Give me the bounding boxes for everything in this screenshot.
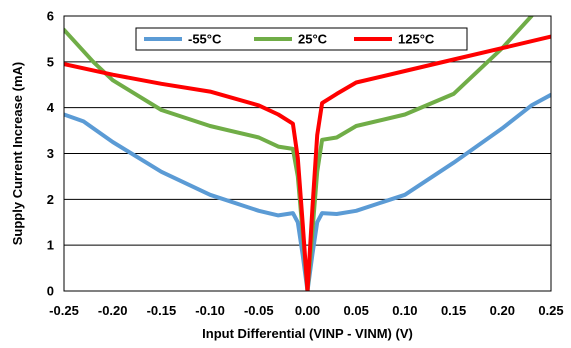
legend-label: 125°C (398, 32, 435, 47)
legend: -55°C 25°C 125°C (135, 27, 468, 51)
x-tick-label: -0.10 (195, 303, 225, 318)
y-axis-title: Supply Current Increase (mA) (10, 62, 25, 246)
legend-items: -55°C 25°C 125°C (144, 32, 435, 47)
x-tick-label: 0.00 (295, 303, 320, 318)
x-tick-label: -0.25 (49, 303, 79, 318)
x-tick-label: -0.20 (98, 303, 128, 318)
series-line (64, 92, 551, 291)
x-tick-label: 0.05 (344, 303, 369, 318)
y-tick-label: 2 (47, 192, 54, 207)
y-tick-label: 6 (47, 9, 54, 24)
y-tick-label: 1 (47, 238, 54, 253)
x-tick-label: 0.10 (392, 303, 417, 318)
plot-area-frame (63, 15, 552, 292)
y-tick-label: 5 (47, 54, 54, 69)
grid-layer (64, 61, 551, 246)
x-tick-label: 0.15 (441, 303, 466, 318)
legend-box (135, 27, 468, 51)
series-line (64, 34, 551, 291)
y-tick-label: 3 (47, 146, 54, 161)
y-tick-label: 4 (47, 100, 55, 115)
x-tick-label: 0.25 (538, 303, 563, 318)
y-tick-label: 0 (47, 284, 54, 299)
x-tick-label: -0.15 (147, 303, 177, 318)
legend-label: -55°C (188, 32, 222, 47)
x-axis-title: Input Differential (VINP - VINM) (V) (202, 326, 413, 341)
series-layer (64, 16, 551, 291)
tick-layer: 0 1 2 3 4 5 6 -0.25 -0.20 -0.15 -0.10 -0.05 0.00 0.05… (47, 9, 564, 319)
x-tick-label: -0.05 (244, 303, 274, 318)
x-tick-label: 0.20 (490, 303, 515, 318)
legend-label: 25°C (298, 32, 328, 47)
